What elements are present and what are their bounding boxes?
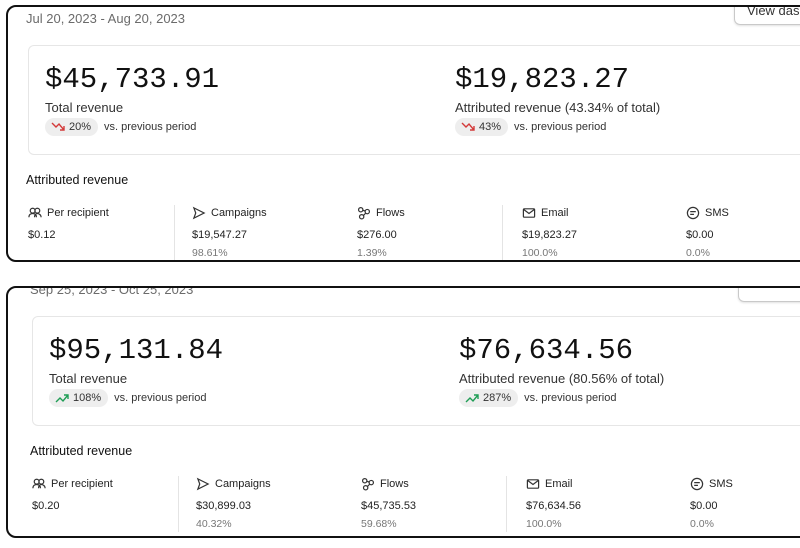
stat-value: $76,634.56 bbox=[526, 500, 582, 512]
stat-label: Per recipient bbox=[51, 478, 113, 490]
icon-people bbox=[32, 478, 46, 489]
stat-share: 100.0% bbox=[522, 247, 558, 259]
comparison-label: vs. previous period bbox=[114, 392, 207, 404]
dashboard-panel: Jul 20, 2023 - Aug 20, 2023 View dash $45,… bbox=[6, 5, 800, 262]
stat-label: Email bbox=[545, 478, 573, 490]
change-value: 20% bbox=[69, 121, 92, 133]
stat-label: SMS bbox=[709, 478, 733, 490]
change-badge: 20% bbox=[45, 118, 99, 136]
metric-label: Attributed revenue (80.56% of total) bbox=[459, 371, 665, 386]
stat-header: SMS bbox=[690, 477, 733, 491]
stat-header: Per recipient bbox=[32, 477, 113, 491]
column-separator bbox=[502, 205, 503, 260]
stat-value: $0.20 bbox=[32, 500, 60, 512]
summary-card bbox=[28, 45, 800, 155]
stat-label: Email bbox=[541, 207, 569, 219]
stat-value: $276.00 bbox=[357, 229, 397, 241]
stat-share: 0.0% bbox=[686, 247, 710, 259]
stat-value: $30,899.03 bbox=[196, 500, 252, 512]
stat-share: 59.68% bbox=[361, 518, 397, 530]
stat-label: SMS bbox=[705, 207, 729, 219]
stat-header: Campaigns bbox=[196, 477, 271, 491]
icon-mail bbox=[522, 208, 536, 218]
icon-people bbox=[28, 207, 42, 218]
comparison-label: vs. previous period bbox=[514, 121, 607, 133]
stat-share: 0.0% bbox=[690, 518, 714, 530]
dashboard-panel: Sep 25, 2023 - Oct 25, 2023 $95,131.84 Tot… bbox=[6, 286, 800, 538]
stat-share: 98.61% bbox=[192, 247, 228, 259]
view-dashboard-button[interactable]: View dash bbox=[734, 7, 800, 25]
stat-value: $19,547.27 bbox=[192, 229, 248, 241]
icon-sms bbox=[686, 206, 700, 220]
icon-send bbox=[192, 206, 206, 220]
trend-arrow bbox=[461, 122, 475, 131]
change-badge: 287% bbox=[459, 389, 519, 407]
trend-arrow bbox=[55, 394, 69, 403]
stat-label: Flows bbox=[376, 207, 405, 219]
stat-share: 1.39% bbox=[357, 247, 387, 259]
summary-card bbox=[32, 316, 800, 426]
icon-send bbox=[196, 477, 210, 491]
change-row: 20% vs. previous period bbox=[45, 118, 196, 136]
stat-header: Campaigns bbox=[192, 206, 267, 220]
metric-value: $45,733.91 bbox=[45, 63, 220, 96]
change-row: 43% vs. previous period bbox=[455, 118, 606, 136]
stat-value: $19,823.27 bbox=[522, 229, 578, 241]
stat-value: $0.00 bbox=[690, 500, 718, 512]
stat-header: SMS bbox=[686, 206, 729, 220]
column-separator bbox=[174, 205, 175, 260]
icon-flows bbox=[357, 206, 371, 220]
change-row: 287% vs. previous period bbox=[459, 389, 616, 407]
metric-label: Total revenue bbox=[49, 371, 128, 386]
stat-share: 40.32% bbox=[196, 518, 232, 530]
trend-arrow bbox=[465, 394, 479, 403]
date-range: Jul 20, 2023 - Aug 20, 2023 bbox=[26, 11, 186, 26]
metric-value: $19,823.27 bbox=[455, 63, 630, 96]
column-separator bbox=[178, 476, 179, 532]
icon-sms bbox=[690, 477, 704, 491]
comparison-label: vs. previous period bbox=[104, 121, 197, 133]
change-value: 43% bbox=[479, 121, 502, 133]
stat-value: $45,735.53 bbox=[361, 500, 417, 512]
icon-mail bbox=[526, 479, 540, 489]
metric-value: $95,131.84 bbox=[49, 334, 224, 367]
stat-label: Campaigns bbox=[211, 207, 267, 219]
stat-value: $0.00 bbox=[686, 229, 714, 241]
stat-label: Flows bbox=[380, 478, 409, 490]
stat-header: Email bbox=[522, 206, 569, 220]
comparison-label: vs. previous period bbox=[524, 392, 617, 404]
stat-header: Email bbox=[526, 477, 573, 491]
stat-header: Per recipient bbox=[28, 206, 109, 220]
stat-label: Per recipient bbox=[47, 207, 109, 219]
change-badge: 108% bbox=[49, 389, 109, 407]
metric-label: Attributed revenue (43.34% of total) bbox=[455, 100, 661, 115]
stat-header: Flows bbox=[361, 477, 409, 491]
view-dashboard-button[interactable] bbox=[738, 288, 800, 302]
date-range: Sep 25, 2023 - Oct 25, 2023 bbox=[30, 286, 194, 297]
section-title: Attributed revenue bbox=[26, 173, 129, 187]
change-row: 108% vs. previous period bbox=[49, 389, 206, 407]
column-separator bbox=[506, 476, 507, 532]
change-badge: 43% bbox=[455, 118, 509, 136]
section-title: Attributed revenue bbox=[30, 444, 133, 458]
metric-label: Total revenue bbox=[45, 100, 124, 115]
stat-label: Campaigns bbox=[215, 478, 271, 490]
stat-value: $0.12 bbox=[28, 229, 56, 241]
change-value: 287% bbox=[483, 392, 512, 404]
stat-header: Flows bbox=[357, 206, 405, 220]
trend-arrow bbox=[51, 122, 65, 131]
stat-share: 100.0% bbox=[526, 518, 562, 530]
change-value: 108% bbox=[73, 392, 102, 404]
metric-value: $76,634.56 bbox=[459, 334, 634, 367]
icon-flows bbox=[361, 477, 375, 491]
